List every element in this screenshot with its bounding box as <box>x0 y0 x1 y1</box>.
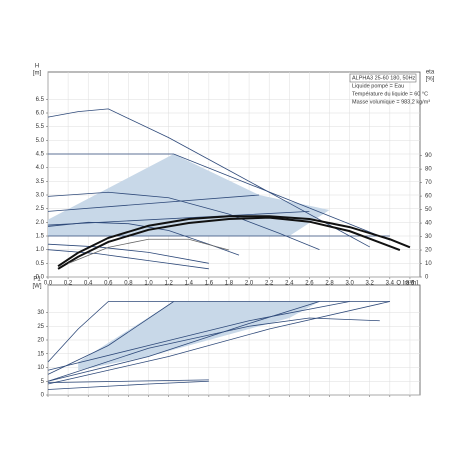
y-axis-unit: [m] <box>33 71 42 77</box>
x-tick-label: 1,6 <box>205 281 214 287</box>
x-tick-label: 1,0 <box>144 281 153 287</box>
x-tick-label: 1,2 <box>164 281 173 287</box>
x-tick-label: 3,4 <box>386 281 395 287</box>
pump-curve <box>47 379 209 384</box>
annotation: Température du liquide = 60 °C <box>352 91 428 97</box>
y-tick-label: 3.0 <box>36 193 45 199</box>
y2-tick-label: 30 <box>425 234 432 240</box>
plot-area <box>47 71 421 278</box>
pump-curve <box>47 249 209 270</box>
pump-curve <box>47 191 320 251</box>
y-tick-label: 4.5 <box>36 152 45 158</box>
x-tick-label: 3,6 <box>406 281 415 287</box>
pump-curve <box>47 211 310 226</box>
y2-tick-label: 70 <box>425 180 432 186</box>
y-tick-label: 5 <box>41 379 45 385</box>
pump-curve <box>47 301 350 371</box>
y-axis-label: H <box>35 64 39 70</box>
y2-tick-label: 80 <box>425 167 432 173</box>
x-tick-label: 3,2 <box>366 281 375 287</box>
y-tick-label: 1.0 <box>36 247 45 253</box>
y-tick-label: 25 <box>37 324 44 330</box>
y-axis-unit: [W] <box>33 284 42 290</box>
efficiency-curve <box>57 216 401 270</box>
y-tick-label: 0 <box>41 393 45 399</box>
x-tick-label: 1,4 <box>185 281 194 287</box>
annotation: Liquide pompé = Eau <box>352 83 404 89</box>
y2-tick-label: 40 <box>425 221 432 227</box>
y-tick-label: 20 <box>37 338 44 344</box>
y2-axis-unit: [%] <box>426 77 435 83</box>
x-tick-label: 2,4 <box>285 281 294 287</box>
x-tick-label: 1,8 <box>225 281 234 287</box>
y2-tick-label: 20 <box>425 248 432 254</box>
x-tick-label: 2,0 <box>245 281 254 287</box>
y-tick-label: 30 <box>37 310 44 316</box>
pump-curve <box>47 301 390 385</box>
annotation: ALPHA3 25-60 180, 50Hz <box>352 75 416 81</box>
y2-tick-label: 0 <box>425 275 429 281</box>
pump-curve <box>47 317 380 382</box>
y-tick-label: 1.5 <box>36 234 45 240</box>
efficiency-curve <box>67 238 230 264</box>
pump-curve <box>47 194 260 212</box>
y-tick-label: 6.5 <box>36 97 45 103</box>
x-tick-label: 0,2 <box>64 281 73 287</box>
pump-curve <box>47 243 209 264</box>
x-tick-label: 2,2 <box>265 281 274 287</box>
y-axis-label: P1 <box>33 277 41 283</box>
x-tick-label: 2,6 <box>305 281 314 287</box>
pump-curve <box>48 153 390 241</box>
y-tick-label: 4.0 <box>36 165 45 171</box>
y-tick-label: 2.5 <box>36 206 45 212</box>
y2-axis-label: eta <box>426 70 435 76</box>
y2-tick-label: 10 <box>425 261 432 267</box>
y-tick-label: 2.0 <box>36 220 45 226</box>
x-axis-label: Q [m³/h] <box>396 281 418 287</box>
y2-tick-label: 60 <box>425 194 432 200</box>
y-tick-label: 0.5 <box>36 261 45 267</box>
efficiency-curve <box>57 215 411 268</box>
pump-curve <box>47 108 370 248</box>
annotation: Masse volumique = 983,2 kg/m³ <box>352 99 430 105</box>
x-tick-label: 2,8 <box>325 281 334 287</box>
info-box <box>349 73 417 83</box>
x-tick-label: 0,8 <box>124 281 133 287</box>
pump-curve <box>47 380 209 390</box>
pump-curve <box>47 301 390 363</box>
y-tick-label: 0.0 <box>36 275 45 281</box>
x-tick-label: 0,4 <box>84 281 93 287</box>
x-tick-label: 0.0 <box>44 281 53 287</box>
x-tick-label: 0,6 <box>104 281 113 287</box>
y-tick-label: 6.0 <box>36 111 45 117</box>
pump-curve <box>47 301 320 382</box>
x-tick-label: 3,0 <box>345 281 354 287</box>
y-tick-label: 5.0 <box>36 138 45 144</box>
y2-tick-label: 90 <box>425 153 432 159</box>
pump-curve <box>47 301 174 375</box>
y-tick-label: 15 <box>37 351 44 357</box>
y-tick-label: 3.5 <box>36 179 45 185</box>
y-tick-label: 10 <box>37 365 44 371</box>
y2-tick-label: 50 <box>425 207 432 213</box>
y-tick-label: 5.5 <box>36 124 45 130</box>
